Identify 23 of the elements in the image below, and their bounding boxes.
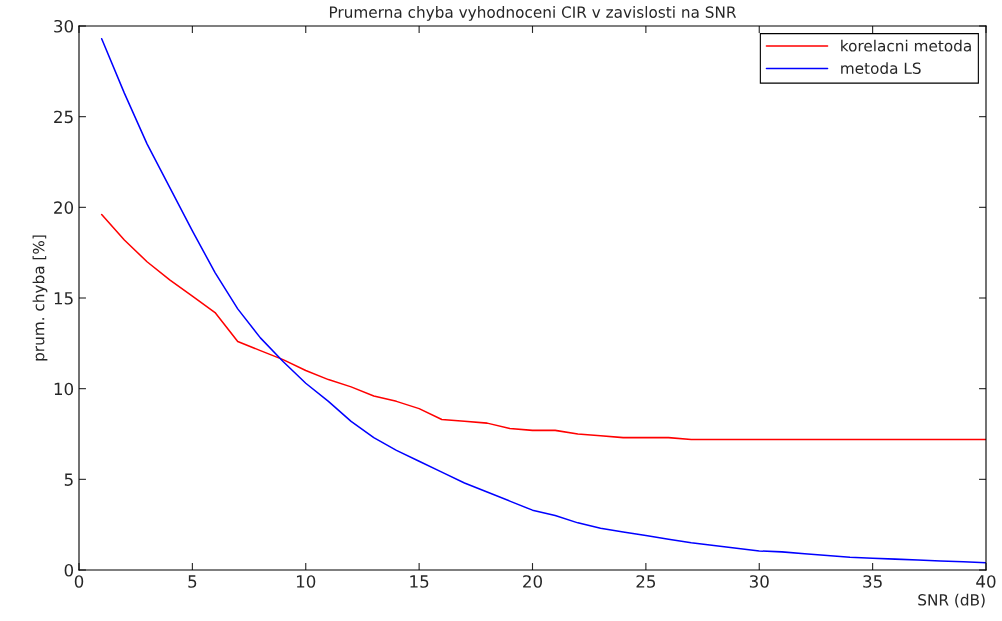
y-tick-label: 20 — [54, 201, 74, 214]
legend-label: korelacni metoda — [841, 39, 971, 52]
y-tick-label: 30 — [54, 19, 74, 33]
y-tick-label: 10 — [54, 382, 74, 396]
line-series — [100, 213, 986, 441]
y-tick-label: 15 — [54, 292, 73, 305]
chart-title: Prumerna chyba vyhodnoceni CIR v zavislosti na SNR — [329, 6, 737, 21]
x-tick-label: 10 — [296, 575, 316, 588]
x-tick-label: 5 — [188, 575, 197, 588]
y-tick-label: 5 — [64, 473, 73, 486]
line-series — [100, 37, 986, 564]
x-tick-label: 40 — [976, 575, 996, 588]
y-tick-label: 0 — [64, 563, 74, 577]
x-tick-label: 0 — [74, 575, 84, 588]
x-tick-label: 25 — [636, 575, 656, 588]
x-tick-label: 30 — [749, 575, 769, 588]
y-axis-title: prum. chyba [%] — [32, 235, 48, 361]
y-tick-label: 25 — [54, 110, 73, 124]
x-tick-label: 15 — [410, 575, 429, 588]
legend-label: metoda LS — [841, 62, 921, 74]
x-axis-title: SNR (dB) — [918, 593, 985, 608]
x-tick-label: 20 — [523, 575, 542, 588]
x-tick-label: 35 — [863, 575, 882, 588]
